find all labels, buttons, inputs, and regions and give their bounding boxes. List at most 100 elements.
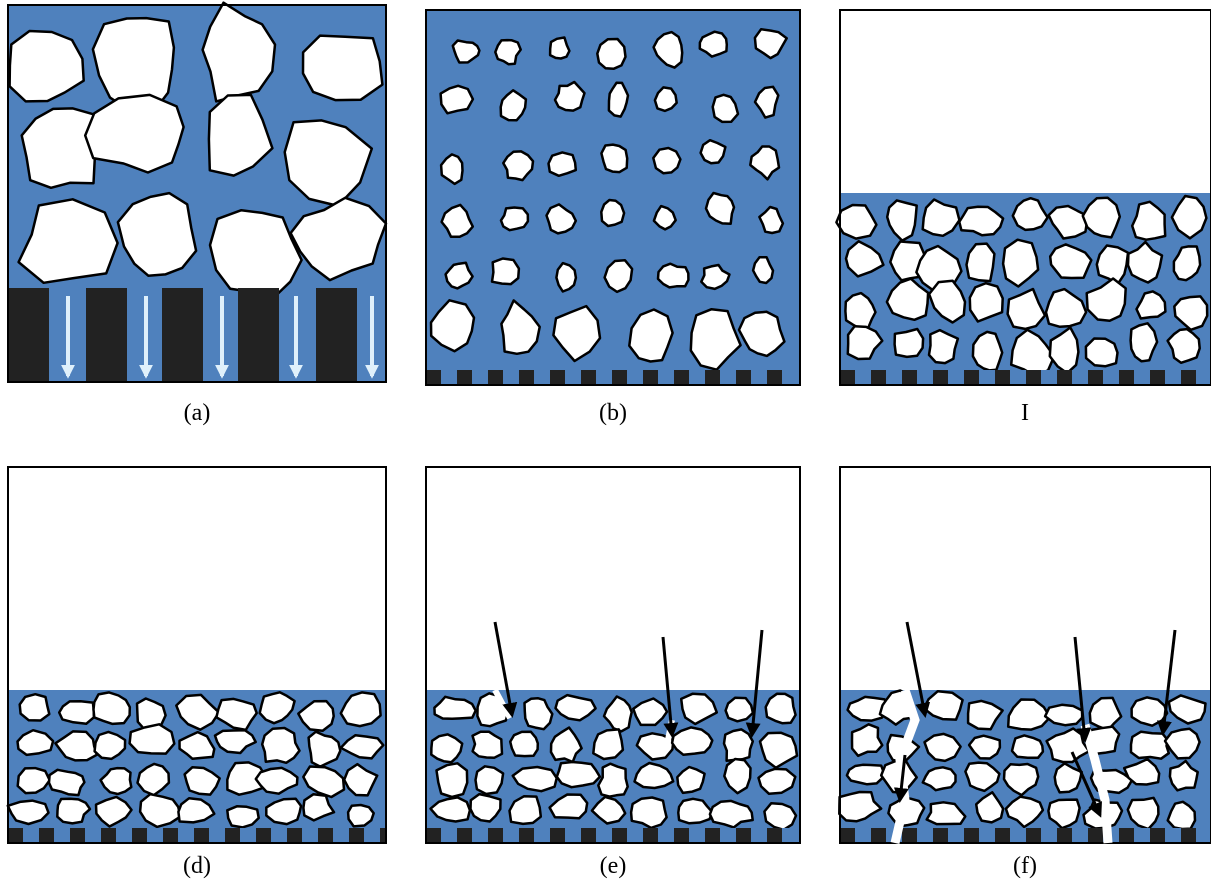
screen-square <box>581 370 596 385</box>
rock <box>653 148 680 173</box>
screen-bar <box>86 288 127 382</box>
screen-square <box>902 370 917 385</box>
screen-square <box>1181 828 1196 843</box>
screen-square <box>612 370 627 385</box>
rock <box>501 208 528 231</box>
figure: (a) (b) I (d) (e) (f) <box>0 0 1211 884</box>
panel-label: I <box>1021 400 1029 426</box>
screen-square <box>674 370 689 385</box>
screen-square <box>1057 828 1072 843</box>
rock <box>556 263 576 291</box>
rock <box>766 694 796 723</box>
screen-square <box>39 828 54 843</box>
screen-square <box>1057 370 1072 385</box>
screen-square <box>519 828 534 843</box>
rock <box>510 732 538 756</box>
rock <box>557 762 600 787</box>
screen-square <box>1119 828 1134 843</box>
screen-square <box>163 828 178 843</box>
rock <box>597 39 625 69</box>
rock <box>262 728 299 763</box>
screen-square <box>225 828 240 843</box>
rock <box>303 36 382 101</box>
screen-square <box>318 828 333 843</box>
screen-square <box>902 828 917 843</box>
rock <box>510 796 541 824</box>
screen-square <box>840 828 855 843</box>
screen-bar <box>238 288 279 382</box>
rock <box>601 200 624 226</box>
screen-square <box>488 828 503 843</box>
screen-square <box>767 370 782 385</box>
screen-square <box>1026 828 1041 843</box>
screen-square <box>256 828 271 843</box>
panel-label: (e) <box>600 853 627 879</box>
screen-square <box>964 370 979 385</box>
screen-square <box>426 370 441 385</box>
screen-square <box>643 370 658 385</box>
screen-square <box>705 828 720 843</box>
rock <box>437 763 468 797</box>
rock <box>726 698 753 722</box>
rock <box>550 38 569 59</box>
panel-label: (d) <box>183 853 211 879</box>
rock <box>549 152 576 175</box>
rock <box>441 86 473 114</box>
rock <box>59 701 94 724</box>
screen-square <box>612 828 627 843</box>
panel-label: (a) <box>184 400 211 426</box>
rock <box>431 734 462 762</box>
rock <box>1086 339 1118 367</box>
screen-square <box>736 370 751 385</box>
screen-square <box>674 828 689 843</box>
screen-square <box>1181 370 1196 385</box>
screen-square <box>287 828 302 843</box>
screen-square <box>1088 828 1103 843</box>
screen-square <box>767 828 782 843</box>
screen-square <box>194 828 209 843</box>
panel-label: (b) <box>599 400 627 426</box>
screen-square <box>995 370 1010 385</box>
screen-square <box>736 828 751 843</box>
screen-square <box>101 828 116 843</box>
rock <box>49 770 84 795</box>
rock <box>1012 735 1043 757</box>
screen-square <box>132 828 147 843</box>
screen-square <box>705 370 720 385</box>
rock <box>601 145 627 173</box>
screen-square <box>488 370 503 385</box>
screen-square <box>933 370 948 385</box>
screen-square <box>995 828 1010 843</box>
screen-square <box>426 828 441 843</box>
screen-square <box>964 828 979 843</box>
rock <box>598 764 627 797</box>
rock <box>1132 697 1168 725</box>
rock <box>227 806 258 827</box>
screen-square <box>1088 370 1103 385</box>
rock <box>20 694 50 720</box>
rock <box>847 765 884 785</box>
screen-square <box>1026 370 1041 385</box>
screen-square <box>70 828 85 843</box>
screen-square <box>871 828 886 843</box>
screen-bar <box>162 288 203 382</box>
screen-square <box>581 828 596 843</box>
screen-square <box>550 370 565 385</box>
screen-square <box>933 828 948 843</box>
screen-square <box>840 370 855 385</box>
rock <box>672 727 712 754</box>
rock <box>476 766 504 794</box>
screen-bar <box>316 288 357 382</box>
rock <box>658 264 688 288</box>
panel-label: (f) <box>1013 853 1037 879</box>
rock <box>973 332 1002 371</box>
screen-square <box>457 828 472 843</box>
screen-square <box>871 370 886 385</box>
rock <box>724 729 753 760</box>
rock <box>492 259 519 285</box>
rock <box>1131 732 1169 759</box>
screen-square <box>519 370 534 385</box>
screen-square <box>1150 370 1165 385</box>
screen-square <box>349 828 364 843</box>
screen-square <box>550 828 565 843</box>
